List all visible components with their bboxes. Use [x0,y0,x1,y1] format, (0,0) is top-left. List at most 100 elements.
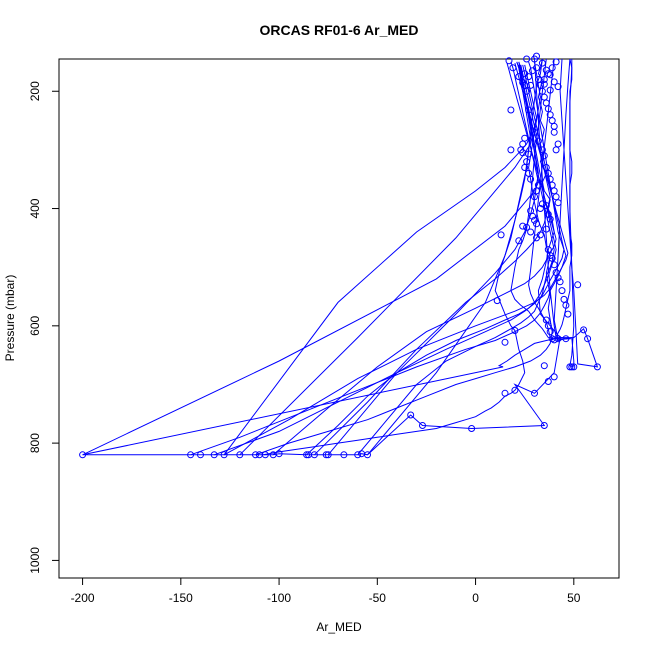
data-point [542,66,550,74]
x-tick-label: -200 [71,591,95,605]
data-point [593,363,601,371]
data-point [554,199,562,207]
series-line [357,61,557,456]
series-line [263,58,543,456]
y-tick-label: 200 [28,81,42,101]
data-point [546,71,554,79]
y-axis-label: Pressure (mbar) [3,275,17,362]
data-point [548,254,556,262]
data-point [566,363,574,371]
data-point [531,389,538,397]
data-point [197,451,204,459]
data-point [580,326,588,334]
data-point [531,128,538,136]
data-point [584,335,592,343]
data-point [542,225,550,233]
series-layer [82,58,599,456]
data-point [550,373,558,381]
y-tick-label: 800 [28,433,42,453]
y-tick-label: 1000 [28,547,42,574]
data-point [525,73,533,81]
data-point [531,193,538,201]
data-point [310,451,318,459]
data-point [538,87,546,95]
data-point [554,140,562,148]
data-point [322,451,330,459]
data-point [79,451,87,459]
data-point [536,231,544,239]
data-point [550,187,558,195]
data-point [548,64,556,72]
data-point [554,335,562,343]
data-point [511,386,519,394]
data-point [261,451,269,459]
data-point [340,451,348,459]
data-point [354,451,362,459]
data-point [550,122,558,130]
x-tick-label: -150 [169,591,193,605]
data-point [550,336,558,344]
series-line [82,58,561,456]
x-tick-label: 0 [472,591,479,605]
data-point [515,237,523,245]
series-line [314,64,551,456]
data-point [558,287,566,295]
data-point [552,58,560,66]
data-point [550,261,558,269]
data-point [564,310,572,318]
data-point [521,134,529,142]
data-point [529,212,536,220]
data-point [210,451,218,459]
data-point [570,363,578,371]
data-point [574,281,582,289]
data-point [550,78,558,86]
series-line [223,64,534,456]
data-point [527,228,535,236]
data-point [515,73,523,81]
data-point [546,215,554,223]
data-point [507,146,515,154]
data-point [523,55,531,63]
x-tick-label: 50 [567,591,581,605]
data-point [527,81,535,89]
data-point [540,362,548,370]
data-point [548,117,556,125]
y-tick-label: 600 [28,315,42,335]
x-axis: -200 -150 -100 -50 0 50 [71,577,581,605]
data-point [550,128,558,136]
data-point [501,389,509,397]
data-point [540,80,548,88]
data-point [525,106,533,114]
data-point [560,295,568,303]
data-point [568,363,576,371]
data-point [501,338,509,346]
data-point [534,181,542,189]
data-point [419,422,426,429]
series-line [82,61,539,456]
series-line [190,61,567,456]
data-point [523,158,531,166]
data-point [364,451,371,459]
data-point [509,64,517,72]
data-point [519,222,527,230]
series-line [534,58,599,368]
data-point [531,216,538,224]
data-point [468,425,476,432]
data-point [546,86,554,94]
data-point [544,378,552,385]
data-point [562,301,570,309]
data-point [525,169,533,177]
data-point [542,164,550,171]
data-point [533,64,540,72]
data-point [538,200,546,208]
data-point [507,106,515,114]
data-point [554,83,562,91]
data-point [533,52,540,60]
data-point [556,278,564,286]
data-point [187,451,195,459]
data-point [303,451,311,459]
data-point [544,210,552,218]
x-axis-label: Ar_MED [316,620,362,634]
series-line [497,58,572,368]
